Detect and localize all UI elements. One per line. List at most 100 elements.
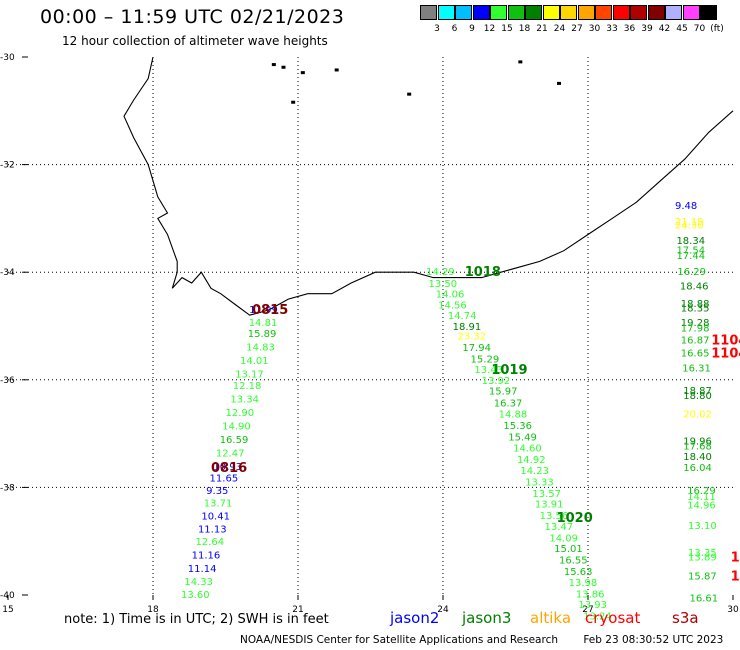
island-mark xyxy=(518,60,523,64)
wave-height-value: 18.91 xyxy=(453,322,482,333)
legend-swatch xyxy=(612,5,630,20)
wave-height-value: 14.83 xyxy=(246,342,275,353)
coastline-path xyxy=(123,56,734,316)
island-mark xyxy=(300,71,305,75)
pass-time-label: 1 xyxy=(731,570,740,585)
pass-time-label: 1 xyxy=(731,550,740,565)
wave-height-value: 18.35 xyxy=(681,304,710,315)
legend-label: (ft) xyxy=(710,24,724,34)
wave-height-value: 13.50 xyxy=(429,279,458,290)
legend-swatch xyxy=(420,5,437,20)
wave-height-value: 14.23 xyxy=(520,466,549,477)
wave-height-value: 15.49 xyxy=(508,432,537,443)
wave-height-value: 14.56 xyxy=(438,300,467,311)
wave-height-value: 13.24 xyxy=(583,611,612,622)
legend-label: 12 xyxy=(483,24,496,34)
wave-height-value: 13.47 xyxy=(545,522,574,533)
legend-label: 33 xyxy=(606,24,618,34)
wave-height-value: 24.30 xyxy=(675,220,704,231)
island-mark xyxy=(334,68,339,72)
wave-height-value: 13.34 xyxy=(230,395,259,406)
wave-height-value: 11.65 xyxy=(210,474,239,485)
pass-time-label: 0815 xyxy=(252,303,288,318)
wave-height-value: 14.33 xyxy=(184,577,213,588)
legend-swatch xyxy=(595,5,612,20)
wave-height-value: 12.47 xyxy=(216,448,245,459)
pass-time-label: 1104 xyxy=(711,333,740,348)
pass-time-label: 1019 xyxy=(491,363,527,378)
wave-height-value: 19.28 xyxy=(681,318,710,329)
wave-height-value: 13.89 xyxy=(688,552,717,563)
wave-height-value: 17.98 xyxy=(681,324,710,335)
wave-height-value: 13.35 xyxy=(688,548,717,559)
wave-height-value: 13.57 xyxy=(532,489,561,500)
island-mark xyxy=(291,100,296,104)
legend-swatch xyxy=(630,5,647,20)
legend-label: 36 xyxy=(623,24,636,34)
legend-label: 30 xyxy=(588,24,601,34)
x-tick-label: 15 xyxy=(2,605,13,615)
wave-height-value: 16.55 xyxy=(559,555,588,566)
pass-time-label: 1018 xyxy=(465,265,501,280)
pass-time-label: 1020 xyxy=(557,511,593,526)
legend-label: 27 xyxy=(571,24,583,34)
legend-swatch xyxy=(700,5,717,20)
wave-height-value: 17.54 xyxy=(676,246,705,257)
x-tick-label: 21 xyxy=(292,605,303,615)
legend-swatch xyxy=(525,5,542,20)
legend-label: 9 xyxy=(469,24,475,34)
wave-height-value: 15.89 xyxy=(248,329,277,340)
wave-height-value: 13.92 xyxy=(482,376,511,387)
wave-height-value: 16.37 xyxy=(494,398,523,409)
sat-label-altika: altika xyxy=(530,609,572,627)
wave-height-value: 9.35 xyxy=(206,486,228,497)
wave-height-value: 20.02 xyxy=(683,410,712,421)
map-title: 00:00 – 11:59 UTC 02/21/2023 xyxy=(40,6,345,28)
wave-height-value: 14.96 xyxy=(687,501,716,512)
legend-swatch xyxy=(665,5,682,20)
wave-height-value: 13.71 xyxy=(204,498,233,509)
x-tick-label: 24 xyxy=(437,605,449,615)
wave-height-value: 16.04 xyxy=(683,463,712,474)
wave-height-value: 13.17 xyxy=(235,369,264,380)
legend-swatch xyxy=(490,5,507,20)
y-tick-label: -38 xyxy=(0,483,15,493)
legend-label: 70 xyxy=(693,24,706,34)
legend-label: 45 xyxy=(676,24,688,34)
legend-swatch xyxy=(682,5,700,20)
wave-height-value: 18.88 xyxy=(681,299,710,310)
wave-height-value: 16.65 xyxy=(681,348,710,359)
y-tick-label: -30 xyxy=(0,53,15,63)
legend-swatch xyxy=(455,5,472,20)
wave-height-value: 12.18 xyxy=(233,381,262,392)
note-text: note: 1) Time is in UTC; 2) SWH is in fe… xyxy=(64,612,329,627)
wave-height-value: 15.63 xyxy=(564,567,593,578)
wave-height-value: 10.93 xyxy=(213,462,242,473)
coastline xyxy=(123,56,734,316)
wave-height-value: 18.80 xyxy=(683,391,712,402)
wave-height-value: 15.36 xyxy=(503,421,532,432)
wave-height-value: 14.81 xyxy=(249,318,278,329)
wave-height-value: 14.60 xyxy=(513,444,542,455)
map-grid xyxy=(8,57,733,595)
wave-height-value: 11.13 xyxy=(198,524,227,535)
footer-credit: NOAA/NESDIS Center for Satellite Applica… xyxy=(240,634,558,646)
island-mark xyxy=(271,63,276,67)
wave-height-value: 16.59 xyxy=(220,435,249,446)
wave-height-value: 14.09 xyxy=(549,533,578,544)
wave-height-value: 18.34 xyxy=(676,236,705,247)
sat-label-jason3: jason3 xyxy=(462,609,512,627)
wave-height-value: 16.61 xyxy=(690,594,719,605)
wave-height-value: 9.48 xyxy=(675,201,697,212)
wave-height-value: 14.01 xyxy=(240,356,269,367)
legend-label: 42 xyxy=(658,24,671,34)
wave-height-value: 15.97 xyxy=(489,387,518,398)
wave-height-value: 13.43 xyxy=(474,365,503,376)
wave-height-value: 11.14 xyxy=(188,564,217,575)
legend-swatch xyxy=(577,5,595,20)
wave-height-value: 16.31 xyxy=(682,363,711,374)
x-tick-label: 18 xyxy=(147,605,159,615)
x-tick-label: 30 xyxy=(727,605,739,615)
wave-height-value: 21.19 xyxy=(675,217,704,228)
